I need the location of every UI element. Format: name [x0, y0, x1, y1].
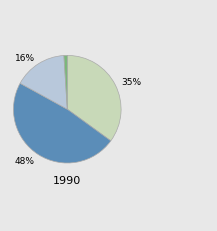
Text: 35%: 35%	[122, 78, 141, 87]
Text: 48%: 48%	[15, 156, 35, 165]
Text: 16%: 16%	[15, 54, 35, 63]
Wedge shape	[64, 56, 67, 110]
Text: 1990: 1990	[53, 176, 81, 185]
Wedge shape	[67, 56, 121, 141]
Wedge shape	[13, 84, 111, 163]
Wedge shape	[20, 56, 67, 110]
